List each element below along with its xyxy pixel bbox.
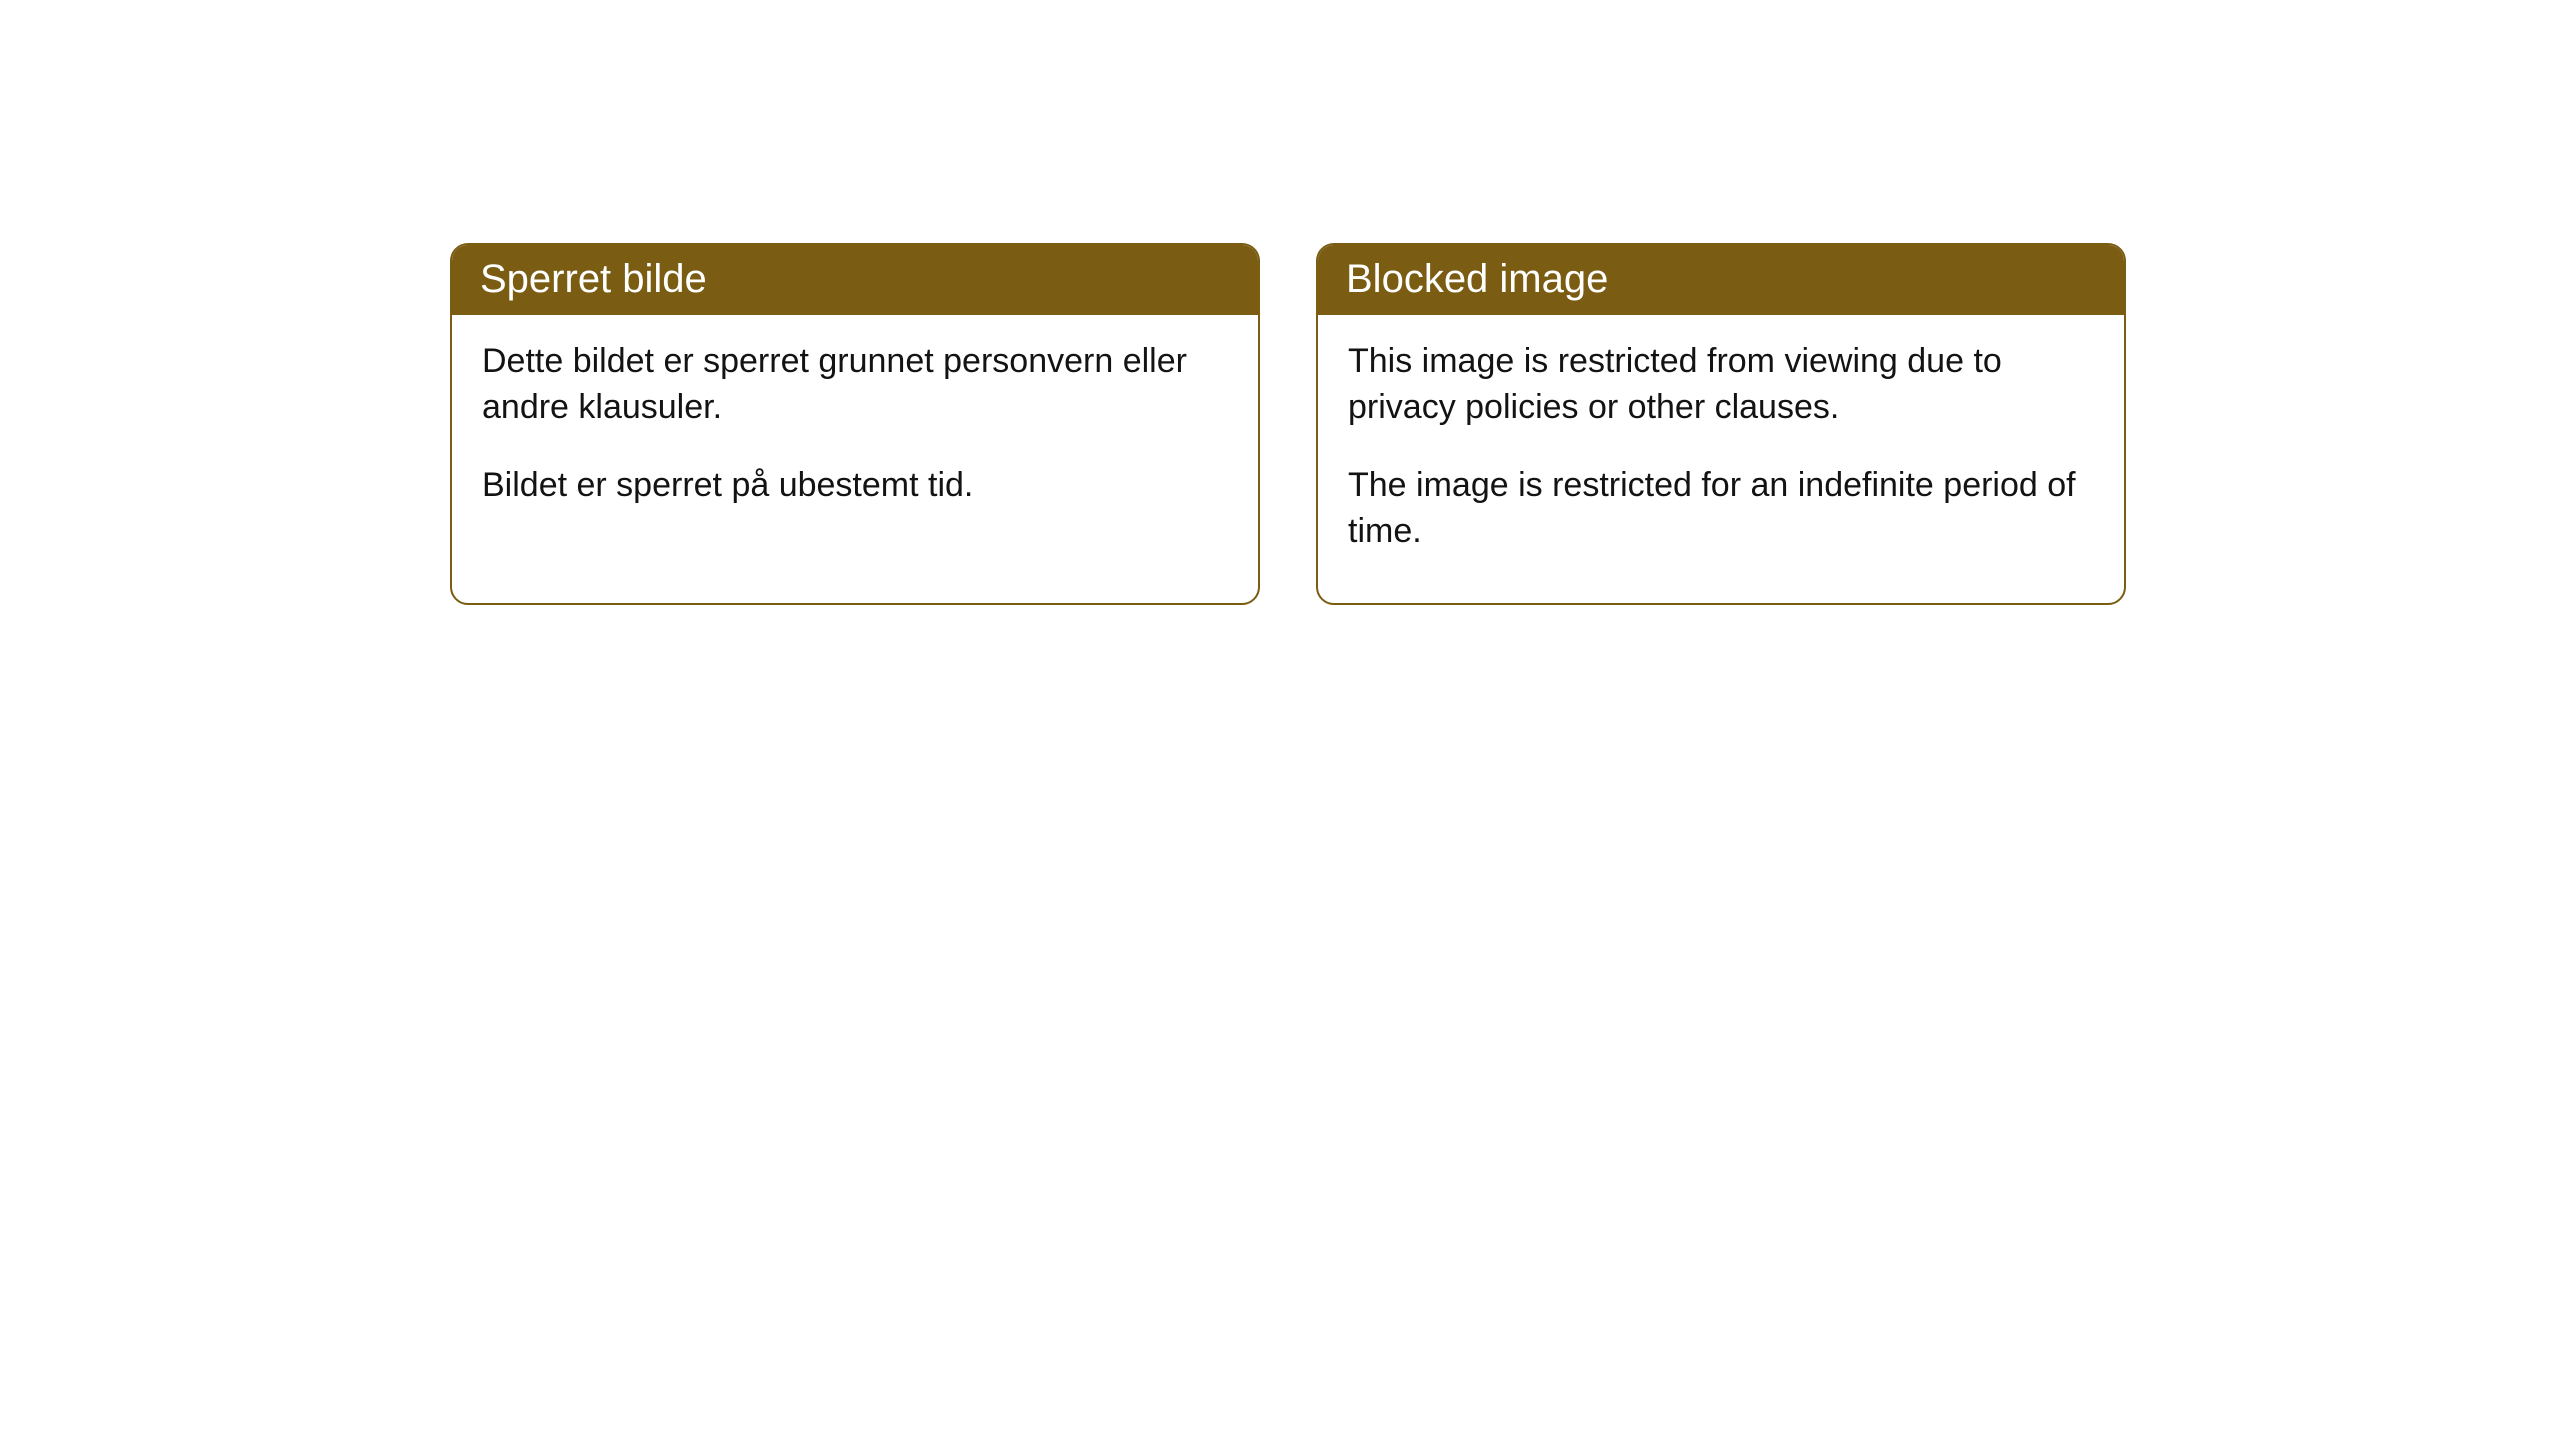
card-text-line1: This image is restricted from viewing du… bbox=[1348, 339, 2094, 431]
card-body: This image is restricted from viewing du… bbox=[1318, 315, 2124, 603]
card-text-line2: The image is restricted for an indefinit… bbox=[1348, 463, 2094, 555]
card-text-line1: Dette bildet er sperret grunnet personve… bbox=[482, 339, 1228, 431]
card-body: Dette bildet er sperret grunnet personve… bbox=[452, 315, 1258, 557]
card-header: Blocked image bbox=[1318, 245, 2124, 315]
card-header: Sperret bilde bbox=[452, 245, 1258, 315]
card-text-line2: Bildet er sperret på ubestemt tid. bbox=[482, 463, 1228, 509]
blocked-image-notices: Sperret bilde Dette bildet er sperret gr… bbox=[450, 243, 2560, 605]
blocked-image-card-no: Sperret bilde Dette bildet er sperret gr… bbox=[450, 243, 1260, 605]
blocked-image-card-en: Blocked image This image is restricted f… bbox=[1316, 243, 2126, 605]
